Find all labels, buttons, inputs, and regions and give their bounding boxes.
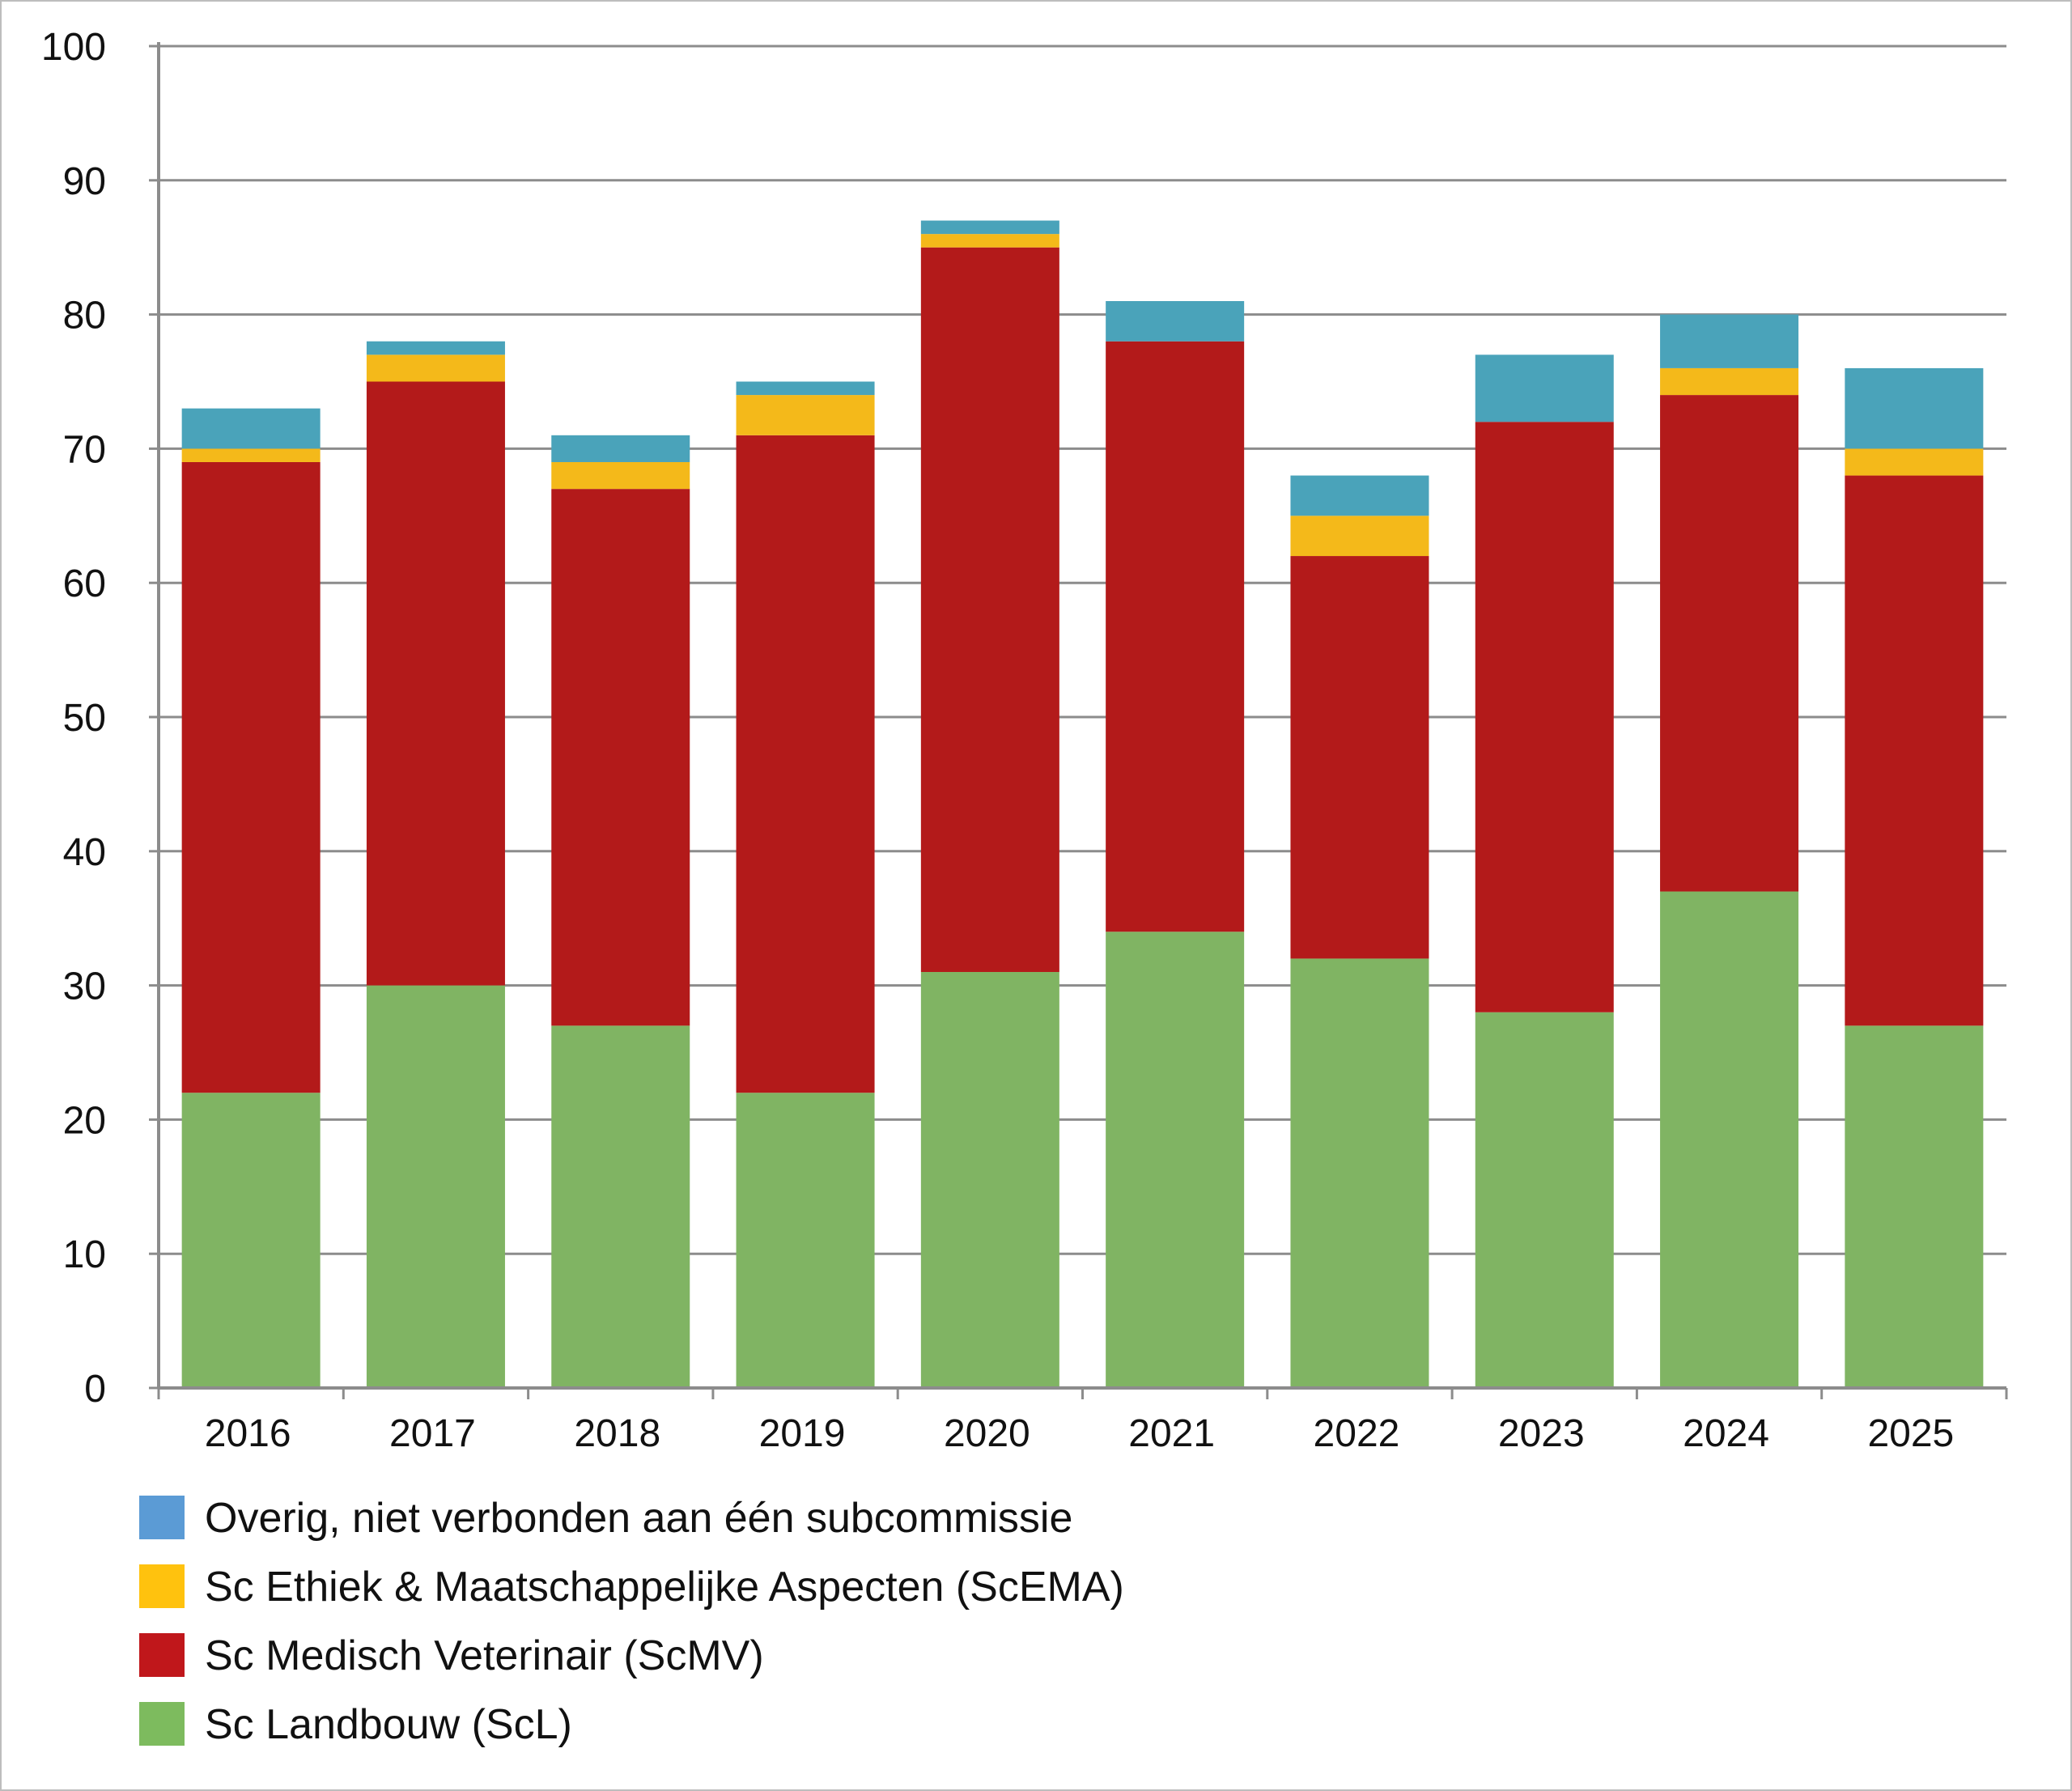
bar-segment-2023-series-3 [1475, 354, 1614, 422]
bar-segment-2023-series-0 [1475, 1012, 1614, 1388]
legend-label: Overig, niet verbonden aan één subcommis… [205, 1495, 1072, 1542]
bar-segment-2016-series-3 [181, 408, 321, 449]
y-tick-label: 10 [63, 1233, 106, 1276]
bar-segment-2025-series-2 [1845, 448, 1984, 476]
bar-segment-2017-series-0 [366, 985, 505, 1388]
x-tick-label: 2024 [1683, 1412, 1769, 1455]
bar-segment-2021-series-3 [1106, 301, 1245, 342]
bar-segment-2024-series-3 [1660, 314, 1799, 368]
bar-segment-2024-series-0 [1660, 891, 1799, 1388]
y-tick-label: 90 [63, 160, 106, 203]
y-tick-label: 40 [63, 831, 106, 874]
x-tick-label: 2021 [1128, 1412, 1215, 1455]
legend-swatch [139, 1496, 185, 1539]
bars [181, 220, 1984, 1388]
bar-segment-2020-series-2 [920, 234, 1059, 248]
x-tick-label: 2023 [1498, 1412, 1585, 1455]
bar-segment-2025-series-3 [1845, 367, 1984, 449]
y-tick-label: 0 [84, 1368, 106, 1411]
legend-swatch [139, 1702, 185, 1746]
bar-segment-2022-series-1 [1290, 556, 1429, 959]
x-tick-label: 2017 [389, 1412, 476, 1455]
bar-segment-2021-series-1 [1106, 341, 1245, 932]
bar-segment-2024-series-1 [1660, 395, 1799, 892]
bar-segment-2016-series-1 [181, 461, 321, 1093]
bar-segment-2016-series-2 [181, 448, 321, 462]
bar-segment-2018-series-0 [551, 1025, 690, 1388]
bar-segment-2018-series-1 [551, 489, 690, 1026]
bar-segment-2019-series-1 [736, 435, 875, 1093]
axes: 0 10 20 30 40 50 60 70 80 90 100 2016 2017 2018 2019 20… [41, 26, 2008, 1455]
bar-segment-2019-series-2 [736, 395, 875, 435]
y-tick-label: 20 [63, 1099, 106, 1142]
y-tick-label: 60 [63, 562, 106, 605]
bar-segment-2025-series-1 [1845, 475, 1984, 1026]
x-tick-label: 2016 [205, 1412, 291, 1455]
bar-segment-2019-series-0 [736, 1093, 875, 1388]
bar-segment-2017-series-1 [366, 381, 505, 986]
bar-segment-2018-series-2 [551, 461, 690, 490]
x-tick-label: 2022 [1314, 1412, 1400, 1455]
bar-segment-2025-series-0 [1845, 1025, 1984, 1388]
y-tick-label: 50 [63, 697, 106, 740]
bar-segment-2020-series-0 [920, 972, 1059, 1388]
bar-segment-2020-series-1 [920, 247, 1059, 973]
legend-swatch [139, 1633, 185, 1677]
bar-segment-2022-series-3 [1290, 475, 1429, 516]
bar-segment-2022-series-2 [1290, 516, 1429, 557]
legend-swatch [139, 1564, 185, 1608]
bar-segment-2017-series-2 [366, 354, 505, 382]
bar-segment-2020-series-3 [920, 220, 1059, 235]
bar-segment-2016-series-0 [181, 1093, 321, 1388]
bar-segment-2018-series-3 [551, 435, 690, 462]
y-tick-label: 80 [63, 295, 106, 337]
bar-segment-2017-series-3 [366, 341, 505, 355]
legend-label: Sc Medisch Veterinair (ScMV) [205, 1632, 764, 1679]
bar-segment-2021-series-0 [1106, 932, 1245, 1388]
x-tick-label: 2025 [1867, 1412, 1954, 1455]
x-tick-label: 2020 [944, 1412, 1030, 1455]
x-tick-label: 2019 [759, 1412, 846, 1455]
legend: Overig, niet verbonden aan één subcommis… [139, 1495, 1124, 1748]
legend-label: Sc Landbouw (ScL) [205, 1701, 572, 1748]
y-tick-label: 70 [63, 428, 106, 471]
bar-segment-2019-series-3 [736, 381, 875, 396]
legend-label: Sc Ethiek & Maatschappelijke Aspecten (S… [205, 1564, 1124, 1611]
y-tick-label: 30 [63, 966, 106, 1008]
bar-segment-2022-series-0 [1290, 958, 1429, 1388]
y-tick-label: 100 [41, 26, 106, 69]
x-tick-label: 2018 [574, 1412, 660, 1455]
bar-segment-2023-series-1 [1475, 422, 1614, 1012]
bar-segment-2024-series-2 [1660, 367, 1799, 396]
